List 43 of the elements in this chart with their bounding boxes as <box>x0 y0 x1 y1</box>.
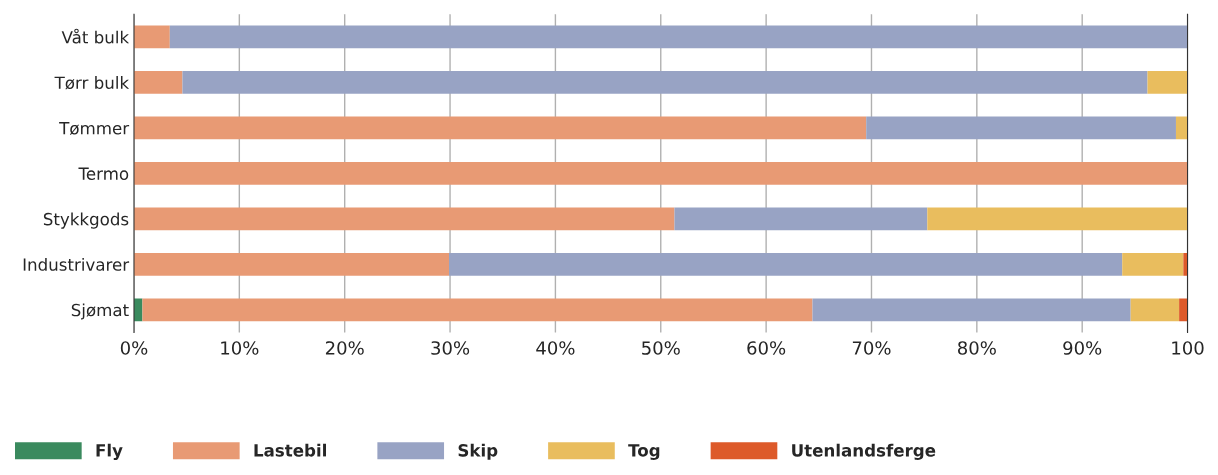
x-tick-label: 60% <box>747 341 786 355</box>
y-tick-label: Industrivarer <box>23 257 130 271</box>
x-tick-label: 80% <box>957 341 996 355</box>
bar <box>449 252 1123 276</box>
x-tick-label: 0% <box>120 341 148 355</box>
bar <box>1130 298 1180 322</box>
y-tick-label: Sjømat <box>71 303 129 320</box>
y-tick-label: Tømmer <box>59 122 130 136</box>
bar <box>927 207 1188 231</box>
x-tick-label: 10% <box>221 341 259 355</box>
bar <box>133 116 867 140</box>
bar <box>133 162 1188 185</box>
bar <box>1147 71 1188 94</box>
legend-label: Utenlandsferge <box>792 443 936 460</box>
x-tick-label: 40% <box>536 341 575 355</box>
y-tick-label: Våt bulk <box>61 28 130 44</box>
y-tick-label: Tørr bulk <box>54 76 130 90</box>
x-tick-label: 100 <box>1172 341 1204 355</box>
bar <box>142 298 813 322</box>
bar <box>866 116 1176 140</box>
x-tick-label: 70% <box>852 341 891 355</box>
x-tick-label: 30% <box>431 341 470 355</box>
bar <box>1122 252 1184 276</box>
bar <box>812 298 1131 322</box>
bar <box>133 252 449 276</box>
x-tick-label: 50% <box>642 341 680 355</box>
bar <box>133 25 170 49</box>
bar <box>133 71 183 94</box>
bar <box>169 25 1188 49</box>
bar <box>1179 298 1188 322</box>
bar <box>674 207 928 231</box>
legend-label: Lastebil <box>254 443 326 457</box>
y-tick-label: Termo <box>78 167 129 180</box>
legend-label: Skip <box>458 443 498 460</box>
bar <box>1183 252 1188 276</box>
bar <box>133 207 675 231</box>
bar <box>182 71 1148 94</box>
legend-label: Fly <box>96 443 123 460</box>
y-tick-label: Stykkgods <box>43 212 129 229</box>
x-tick-label: 20% <box>325 341 364 355</box>
bar <box>1175 116 1188 140</box>
legend-label: Tog <box>628 444 660 460</box>
x-tick-label: 90% <box>1063 341 1102 355</box>
